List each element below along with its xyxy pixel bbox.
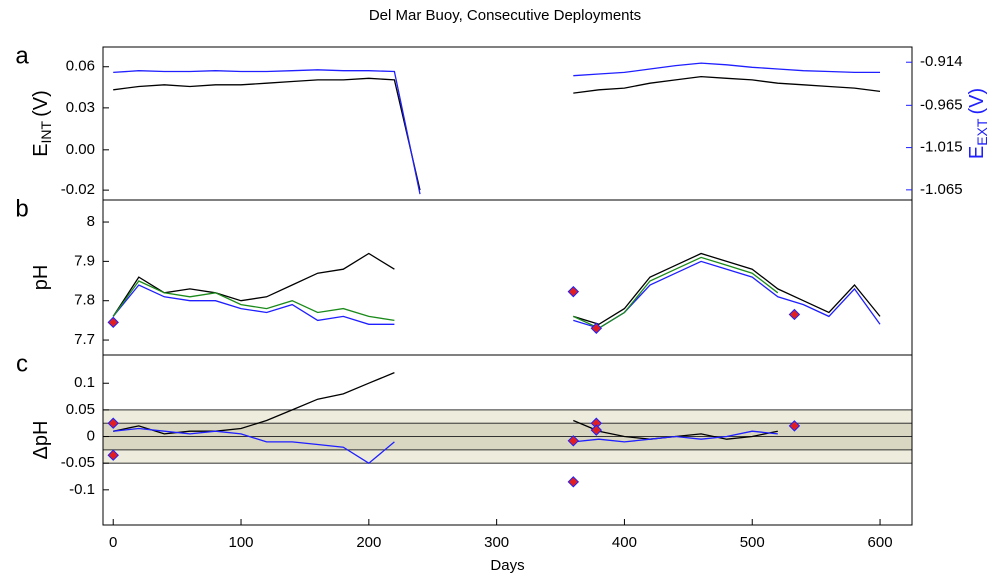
sample-marker bbox=[107, 316, 119, 329]
sample-marker bbox=[567, 476, 580, 488]
sample-marker bbox=[567, 285, 580, 298]
axis-title-part: E bbox=[966, 146, 988, 159]
y-tick-label: 0.05 bbox=[66, 401, 95, 418]
panel-label: a bbox=[15, 42, 29, 69]
series-line bbox=[112, 260, 881, 329]
axis-title-part: ΔpH bbox=[30, 421, 52, 460]
sample-marker bbox=[107, 417, 119, 429]
y-tick-label: 0.1 bbox=[74, 374, 95, 391]
y-tick-label: 0.00 bbox=[66, 141, 95, 158]
series-line bbox=[112, 256, 779, 329]
sample-marker bbox=[567, 435, 580, 447]
y-tick-label: 0.06 bbox=[66, 58, 95, 75]
sample-marker bbox=[788, 308, 801, 321]
sample-marker bbox=[590, 424, 603, 436]
axis-title-part: pH bbox=[30, 265, 52, 291]
series-line bbox=[113, 62, 880, 195]
x-tick-label: 0 bbox=[109, 534, 117, 551]
y-tick-label: 7.7 bbox=[74, 331, 95, 348]
axis-title: EINT (V) bbox=[30, 90, 53, 157]
y-tick-label: -0.05 bbox=[61, 454, 95, 471]
series-line bbox=[113, 75, 881, 191]
axis-title: ΔpH bbox=[30, 421, 52, 460]
x-tick-label: 300 bbox=[484, 534, 509, 551]
x-tick-label: 200 bbox=[356, 534, 381, 551]
axis-title-sub: INT bbox=[38, 120, 54, 143]
x-tick-label: 500 bbox=[740, 534, 765, 551]
y-tick-label: 0.03 bbox=[66, 99, 95, 116]
y2-tick-label: -0.914 bbox=[920, 53, 963, 70]
x-axis-title: Days bbox=[490, 557, 524, 574]
y-tick-label: 7.8 bbox=[74, 292, 95, 309]
axis-title-sub: EXT bbox=[974, 118, 990, 146]
series-line bbox=[112, 252, 881, 326]
axis-title: EEXT (V) bbox=[966, 88, 989, 159]
y-tick-label: 8 bbox=[87, 213, 95, 230]
x-tick-label: 400 bbox=[612, 534, 637, 551]
y-tick-label: 0 bbox=[87, 428, 95, 445]
plot-frame bbox=[102, 354, 913, 526]
panel-label: b bbox=[15, 195, 28, 222]
y2-tick-label: -1.065 bbox=[920, 181, 963, 198]
panel-label: c bbox=[16, 350, 28, 377]
plot-frame bbox=[102, 199, 913, 356]
y2-tick-label: -0.965 bbox=[920, 96, 963, 113]
y-tick-label: -0.02 bbox=[61, 181, 95, 198]
y-tick-label: -0.1 bbox=[69, 481, 95, 498]
axis-title-part: E bbox=[30, 143, 52, 156]
axis-title-unit: (V) bbox=[966, 88, 988, 115]
x-tick-label: 600 bbox=[868, 534, 893, 551]
sample-marker bbox=[107, 449, 119, 461]
axis-title: pH bbox=[30, 265, 52, 291]
series-line bbox=[113, 427, 778, 465]
axis-title-unit: (V) bbox=[30, 90, 52, 117]
y2-tick-label: -1.015 bbox=[920, 139, 963, 156]
sample-marker bbox=[788, 420, 801, 432]
chart-title: Del Mar Buoy, Consecutive Deployments bbox=[369, 7, 641, 24]
y-tick-label: 7.9 bbox=[74, 252, 95, 269]
sample-marker bbox=[590, 322, 603, 334]
x-tick-label: 100 bbox=[229, 534, 254, 551]
